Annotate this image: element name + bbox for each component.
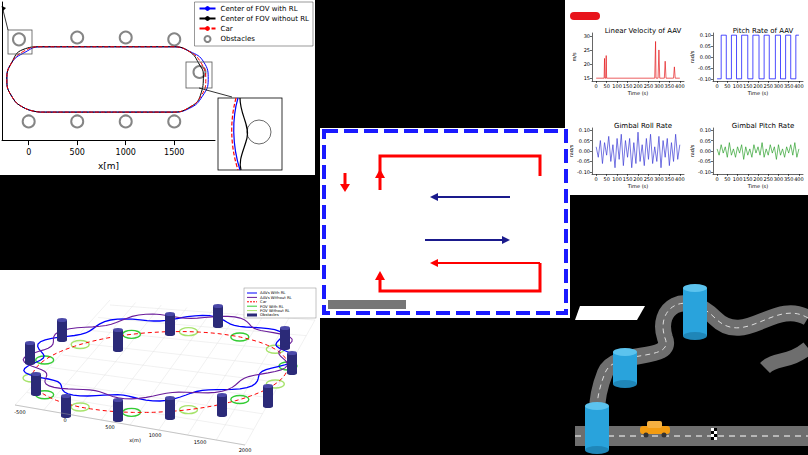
svg-text:300: 300 (654, 83, 664, 89)
svg-text:50: 50 (724, 176, 730, 182)
svg-text:0.10: 0.10 (700, 127, 711, 133)
svg-text:-0.10: -0.10 (577, 169, 590, 175)
svg-text:Car: Car (221, 25, 233, 33)
svg-text:300: 300 (774, 83, 784, 89)
svg-text:x[m]: x[m] (98, 161, 119, 171)
svg-text:50: 50 (603, 176, 609, 182)
svg-text:100: 100 (733, 83, 743, 89)
svg-text:0.05: 0.05 (700, 43, 711, 49)
svg-text:Obstacles: Obstacles (260, 312, 279, 317)
svg-text:250: 250 (644, 176, 654, 182)
svg-text:Car: Car (260, 299, 267, 305)
svg-text:m/s: m/s (571, 52, 577, 62)
svg-text:350: 350 (665, 176, 675, 182)
svg-text:FOV Without RL: FOV Without RL (260, 307, 290, 313)
svg-text:350: 350 (665, 83, 675, 89)
svg-text:350: 350 (784, 176, 794, 182)
svg-text:250: 250 (763, 176, 773, 182)
svg-text:400: 400 (675, 83, 685, 89)
svg-text:250: 250 (763, 83, 773, 89)
svg-text:150: 150 (623, 176, 633, 182)
svg-text:150: 150 (743, 83, 753, 89)
svg-text:0: 0 (715, 83, 718, 89)
svg-text:Pitch Rate of AAV: Pitch Rate of AAV (733, 27, 794, 35)
svg-text:Time (s): Time (s) (747, 90, 768, 96)
svg-text:0.00: 0.00 (579, 148, 590, 154)
svg-text:250: 250 (644, 83, 654, 89)
svg-text:15: 15 (584, 75, 590, 81)
svg-text:300: 300 (774, 176, 784, 182)
svg-text:1000: 1000 (116, 148, 136, 157)
svg-text:2000: 2000 (239, 447, 252, 453)
svg-text:20: 20 (584, 61, 590, 67)
svg-text:1500: 1500 (164, 148, 184, 157)
svg-text:Center of FOV with RL: Center of FOV with RL (221, 5, 298, 13)
svg-text:Obstacles: Obstacles (221, 35, 256, 43)
svg-text:300: 300 (654, 176, 664, 182)
svg-text:0: 0 (715, 176, 718, 182)
svg-text:150: 150 (743, 176, 753, 182)
svg-text:0: 0 (63, 417, 66, 423)
svg-text:0: 0 (595, 83, 598, 89)
svg-text:-0.05: -0.05 (698, 65, 711, 71)
svg-text:rad/s: rad/s (689, 50, 695, 63)
svg-text:50: 50 (724, 83, 730, 89)
svg-text:Center of FOV without RL: Center of FOV without RL (221, 15, 310, 23)
svg-text:0.05: 0.05 (700, 138, 711, 144)
svg-text:rad/s: rad/s (689, 144, 695, 157)
svg-text:0.05: 0.05 (579, 138, 590, 144)
svg-text:200: 200 (633, 83, 643, 89)
svg-text:-500: -500 (14, 409, 25, 415)
svg-text:Time (s): Time (s) (627, 90, 648, 96)
svg-text:500: 500 (70, 148, 85, 157)
svg-text:FOV With RL: FOV With RL (260, 303, 284, 309)
svg-text:Gimbal Roll Rate: Gimbal Roll Rate (614, 122, 672, 130)
svg-text:400: 400 (794, 83, 804, 89)
svg-text:-0.05: -0.05 (577, 158, 590, 164)
svg-text:150: 150 (623, 83, 633, 89)
svg-text:1000: 1000 (149, 432, 162, 438)
svg-text:0: 0 (26, 148, 31, 157)
svg-text:0.00: 0.00 (700, 54, 711, 60)
svg-text:500: 500 (105, 424, 115, 430)
svg-text:AAVs With RL: AAVs With RL (260, 290, 286, 296)
svg-text:30: 30 (584, 33, 590, 39)
svg-text:-0.10: -0.10 (698, 76, 711, 82)
svg-text:Time (s): Time (s) (627, 183, 648, 189)
svg-text:350: 350 (784, 83, 794, 89)
svg-text:400: 400 (794, 176, 804, 182)
svg-text:x(m): x(m) (129, 437, 141, 443)
svg-text:-0.10: -0.10 (698, 169, 711, 175)
svg-text:Gimbal Pitch Rate: Gimbal Pitch Rate (732, 122, 794, 130)
svg-text:0: 0 (595, 176, 598, 182)
svg-text:rad/s: rad/s (567, 144, 574, 158)
svg-text:200: 200 (753, 83, 763, 89)
svg-text:0.00: 0.00 (700, 148, 711, 154)
svg-text:-0.05: -0.05 (698, 158, 711, 164)
svg-text:100: 100 (612, 83, 622, 89)
svg-text:100: 100 (733, 176, 743, 182)
svg-text:Time (s): Time (s) (747, 183, 768, 189)
svg-text:0.10: 0.10 (579, 127, 590, 133)
svg-text:50: 50 (603, 83, 609, 89)
svg-text:0.10: 0.10 (700, 32, 711, 38)
svg-text:400: 400 (675, 176, 685, 182)
svg-text:200: 200 (753, 176, 763, 182)
svg-text:25: 25 (584, 47, 590, 53)
svg-text:AAVs Without RL: AAVs Without RL (260, 294, 292, 300)
svg-text:200: 200 (633, 176, 643, 182)
svg-text:Linear Velocity of AAV: Linear Velocity of AAV (605, 27, 682, 35)
svg-text:100: 100 (612, 176, 622, 182)
svg-text:1500: 1500 (194, 439, 207, 445)
